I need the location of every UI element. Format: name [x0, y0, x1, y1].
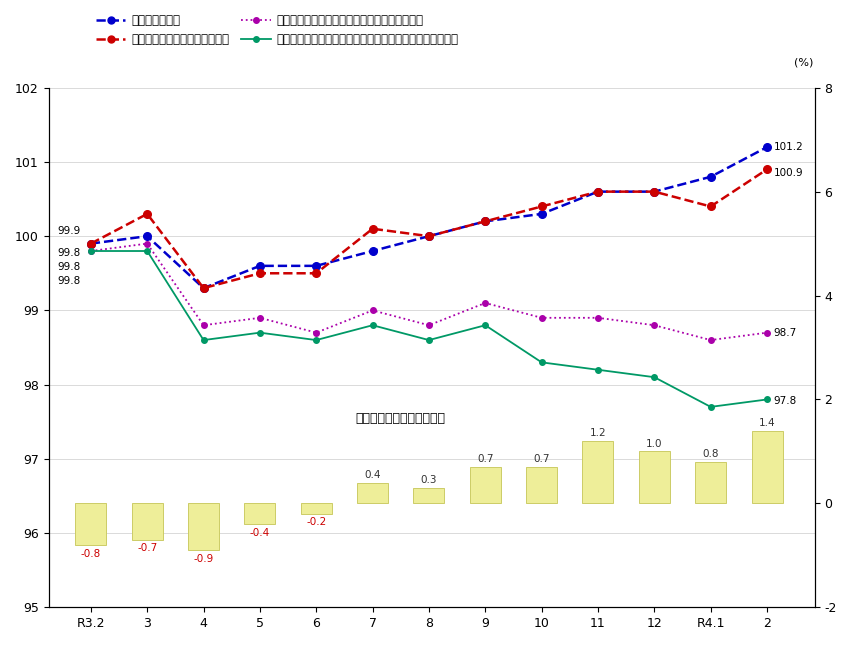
- Text: -0.4: -0.4: [250, 528, 270, 538]
- Text: -0.9: -0.9: [193, 554, 214, 564]
- Text: 0.3: 0.3: [421, 475, 437, 485]
- Text: 1.2: 1.2: [590, 428, 607, 439]
- Text: 0.8: 0.8: [702, 449, 719, 459]
- Bar: [245, 503, 275, 524]
- Text: 100.9: 100.9: [774, 168, 803, 178]
- Bar: [751, 431, 782, 503]
- Text: -0.7: -0.7: [137, 543, 158, 553]
- Legend: 総合（左目盛）, 生鮮食品を除く総合（左目盛）, 生鮮食品及びエネルギーを除く総合（左目盛）, 食料（酒類を除く）及びエネルギーを除く総合（左目盛）: 総合（左目盛）, 生鮮食品を除く総合（左目盛）, 生鮮食品及びエネルギーを除く総…: [91, 9, 463, 50]
- Text: (%): (%): [794, 57, 814, 68]
- Text: 0.7: 0.7: [533, 454, 550, 464]
- Text: 99.8: 99.8: [57, 263, 80, 272]
- Text: -0.8: -0.8: [81, 548, 101, 559]
- Bar: [357, 482, 388, 503]
- Bar: [469, 467, 501, 503]
- Text: 99.8: 99.8: [57, 248, 80, 258]
- Text: 99.9: 99.9: [57, 226, 80, 236]
- Text: 97.8: 97.8: [774, 396, 797, 406]
- Bar: [527, 467, 557, 503]
- Text: 1.0: 1.0: [646, 439, 663, 449]
- Bar: [639, 451, 670, 503]
- Text: 101.2: 101.2: [774, 142, 803, 152]
- Text: 0.7: 0.7: [477, 454, 493, 464]
- Bar: [583, 441, 613, 503]
- Text: 0.4: 0.4: [365, 470, 381, 480]
- Bar: [188, 503, 219, 550]
- Bar: [413, 488, 445, 503]
- Text: -0.2: -0.2: [306, 517, 326, 528]
- Bar: [132, 503, 163, 540]
- Text: 98.7: 98.7: [774, 328, 797, 337]
- Bar: [695, 462, 726, 503]
- Bar: [75, 503, 106, 545]
- Text: 総合前年同月比（右目盛）: 総合前年同月比（右目盛）: [356, 412, 446, 424]
- Text: 99.8: 99.8: [57, 277, 80, 286]
- Text: 1.4: 1.4: [758, 418, 775, 428]
- Bar: [301, 503, 331, 514]
